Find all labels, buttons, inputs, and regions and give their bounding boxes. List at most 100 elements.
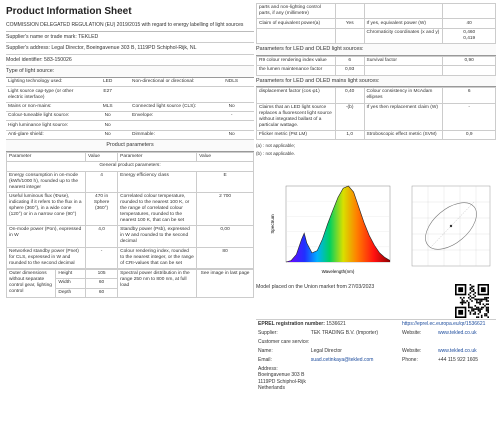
param-value: 0,90 (442, 55, 496, 67)
mains-table: displacement factor (cos φ1) 0,40 Colour c… (256, 87, 496, 141)
param-value: 1,0 (334, 129, 365, 141)
param-value: 6 (442, 87, 496, 104)
table-row: the lumen maintenance factor 0,93 (256, 65, 496, 76)
param-value: - (85, 246, 119, 269)
param-value: MLS (85, 102, 130, 113)
param-value: 0,40 (334, 87, 365, 104)
param-label: Non-directional or directional: (129, 78, 210, 88)
depth-value: 60 (85, 287, 119, 298)
param-value: No (85, 120, 130, 131)
param-value: No (209, 130, 254, 141)
type-table: Lighting technology used: LED Non-directio… (6, 78, 254, 141)
table-row: On-mode power (Pon), expressed in W 4,0 St… (5, 225, 254, 248)
supplier-address: Supplier's address: Legal Director, Boei… (6, 43, 254, 55)
param-label: Energy consumption in on-mode (kWh/1000 … (5, 170, 87, 193)
param-label: Energy efficiency class (117, 170, 198, 193)
eprel-link[interactable]: https://eprel.ec.europa.eu/qr/1536621 (401, 320, 486, 327)
spd-value: See image in last page (196, 268, 254, 298)
param-value: 4,0 (85, 225, 119, 248)
email-link[interactable]: suad.cetinkaya@tekled.com (310, 357, 374, 364)
param-value: 6 (334, 55, 365, 67)
param-label: If yes then replacement claim (W) (363, 102, 444, 131)
param-label: Chromaticity coordinates (x and y) (363, 27, 444, 45)
table-row: Chromaticity coordinates (x and y) 0,460 … (256, 27, 496, 45)
param-value: E27 (85, 86, 130, 103)
param-value: Yes (334, 18, 365, 29)
table-row: Lighting technology used: LED Non-directio… (6, 78, 254, 88)
table-row: Useful luminous flux (Φuse), indicating … (5, 191, 254, 227)
param-value: NDLS (209, 78, 254, 88)
param-label: displacement factor (cos φ1) (256, 87, 336, 104)
address-label: Address: (258, 366, 278, 373)
address-block: Address: Boeingavenue 303 B 1119PD Schip… (256, 365, 496, 393)
supplier-label: Supplier: (258, 329, 278, 336)
email-label: Email: (258, 357, 272, 364)
param-label: High luminance light source: (6, 120, 86, 131)
led-heading: Parameters for LED and OLED light source… (256, 44, 496, 56)
x-axis-label: Wavelength(nm) (322, 269, 355, 274)
table-row: Anti-glare shield: No Dimmable: No (6, 130, 254, 141)
address-line: Boeingavenue 303 B (258, 372, 305, 379)
param-value: 0,460 0,419 (442, 27, 496, 45)
params-header: Value (196, 151, 254, 163)
param-value: No (209, 102, 254, 113)
table-row: Flicker metric (Pst LM) 1,0 Stroboscopic e… (256, 129, 496, 141)
dimensions-label: Outer dimensions without separate contro… (5, 268, 57, 298)
phone-label: Phone: (401, 357, 418, 364)
param-value: - (442, 102, 496, 131)
supplier-value: TEK TRADING B.V. (Importer) (310, 329, 379, 336)
param-value (209, 86, 254, 103)
param-label: Standby power (Psb), expressed in W and … (117, 225, 198, 248)
params-header: Parameter (117, 151, 198, 163)
bottom-info: Model placed on the Union market from 27… (256, 282, 496, 392)
table-row: Mains or non-mains: MLS Connected light so… (6, 102, 254, 113)
param-label: Colour consistency in McAdam ellipses (363, 87, 444, 104)
phone-value: +44 115 922 1605 (437, 357, 479, 364)
table-row: displacement factor (cos φ1) 0,40 Colour c… (256, 87, 496, 104)
address-line: 1119PD Schiphol-Rijk (258, 378, 306, 385)
param-label: Light source cap-type (or other electric… (6, 86, 86, 103)
name-label: Name: (258, 347, 273, 354)
model-identifier: Model identifier: 583-150026 (6, 55, 254, 67)
continuation-table: parts and non-lighting control parts, if… (256, 2, 496, 45)
param-label (363, 65, 444, 76)
param-label: the lumen maintenance factor (256, 65, 336, 76)
table-row: Energy consumption in on-mode (kWh/1000 … (5, 170, 254, 193)
y-axis-label: Spectrum (270, 214, 275, 234)
param-label: Lighting technology used: (6, 78, 86, 88)
param-label: Claim of equivalent power(a) (256, 18, 336, 29)
table-row: R9 colour rendering index value 6 Survival… (256, 55, 496, 67)
param-label: Colour-tuneable light source: (6, 111, 86, 122)
website2-link[interactable]: www.tekled.co.uk (437, 347, 477, 354)
table-row: Networked standby power (Pnet) for CLS, … (5, 246, 254, 269)
general-heading: General product parameters: (6, 161, 254, 172)
param-label: Correlated colour temperature, rounded t… (117, 191, 198, 227)
website-label: Website: (401, 329, 422, 336)
width-value: 60 (85, 278, 119, 289)
param-label: Stroboscopic effect metric (SVM) (363, 129, 444, 141)
table-row: High luminance light source: No (6, 120, 254, 131)
dimensions-table: Outer dimensions without separate contro… (5, 268, 254, 298)
param-value: 2 700 (196, 191, 254, 227)
param-label: Dimmable: (129, 130, 210, 141)
eprel-value: 1536621 (326, 320, 346, 327)
params-heading: Product parameters (6, 140, 254, 152)
param-label (256, 27, 336, 45)
param-label: Claims that an LED light source replaces… (256, 102, 336, 131)
spd-chart: Wavelength(nm) Spectrum (270, 185, 391, 274)
contact-table: EPREL registration number: 1536621 https… (256, 319, 496, 393)
mains-heading: Parameters for LED and OLED mains light … (256, 75, 496, 88)
website-link[interactable]: www.tekled.co.uk (437, 329, 477, 336)
regulation-text: COMMISSION DELEGATED REGULATION (EU) 201… (6, 21, 244, 28)
eprel-label: EPREL registration number: (258, 320, 325, 327)
note-a: (a) : not applicable; (256, 143, 296, 149)
table-row: Colour-tuneable light source: No Envelope:… (6, 111, 254, 122)
right-column: parts and non-lighting control parts, if… (256, 2, 496, 157)
param-value: 0,9 (442, 129, 496, 141)
param-value: LED (85, 78, 130, 88)
diagram-grid (412, 186, 490, 266)
spd-label: Spectral power distribution in the range… (117, 268, 198, 298)
chromaticity-diagram (411, 185, 491, 267)
height-value: 105 (85, 268, 119, 280)
qr-code[interactable] (455, 284, 489, 318)
